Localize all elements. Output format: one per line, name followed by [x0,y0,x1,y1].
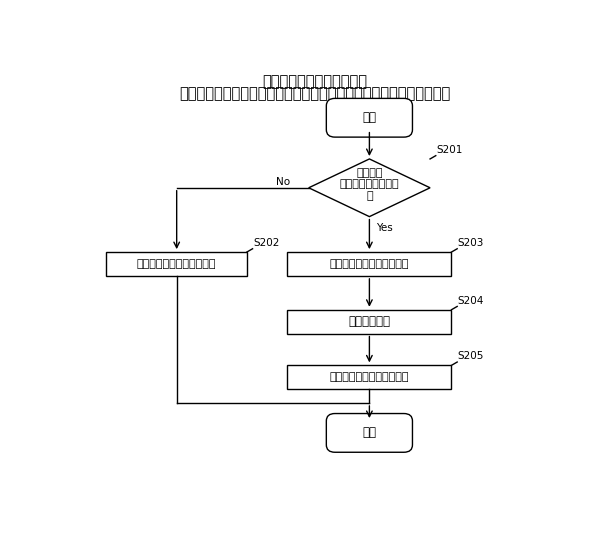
Text: S205: S205 [457,351,484,361]
Text: S203: S203 [457,238,484,248]
Bar [287,365,451,389]
Text: 第１の実施の形態における: 第１の実施の形態における [262,74,367,89]
Bar [287,310,451,334]
Bar [287,252,451,276]
Text: S202: S202 [253,238,279,248]
Text: 終了: 終了 [362,426,376,439]
Text: 意図的な
反復操作が発生した
？: 意図的な 反復操作が発生した ？ [340,168,399,201]
Text: 解消策を取得: 解消策を取得 [348,315,391,328]
FancyBboxPatch shape [326,414,413,452]
Text: 開始: 開始 [362,111,376,124]
Text: 解消策に応じた制御を実行: 解消策に応じた制御を実行 [330,372,409,383]
Text: S204: S204 [457,296,484,305]
FancyBboxPatch shape [326,98,413,137]
Bar [106,252,247,276]
Text: ストレス推定処理の処理手順の一例を説明するためのフローチャート: ストレス推定処理の処理手順の一例を説明するためのフローチャート [179,86,450,101]
Text: ストレス状態であると推定: ストレス状態であると推定 [330,259,409,269]
Text: No: No [276,177,290,187]
Polygon shape [309,159,430,217]
Text: ストレス状態でないと推定: ストレス状態でないと推定 [137,259,216,269]
Text: Yes: Yes [376,223,394,233]
Text: S201: S201 [437,145,463,155]
